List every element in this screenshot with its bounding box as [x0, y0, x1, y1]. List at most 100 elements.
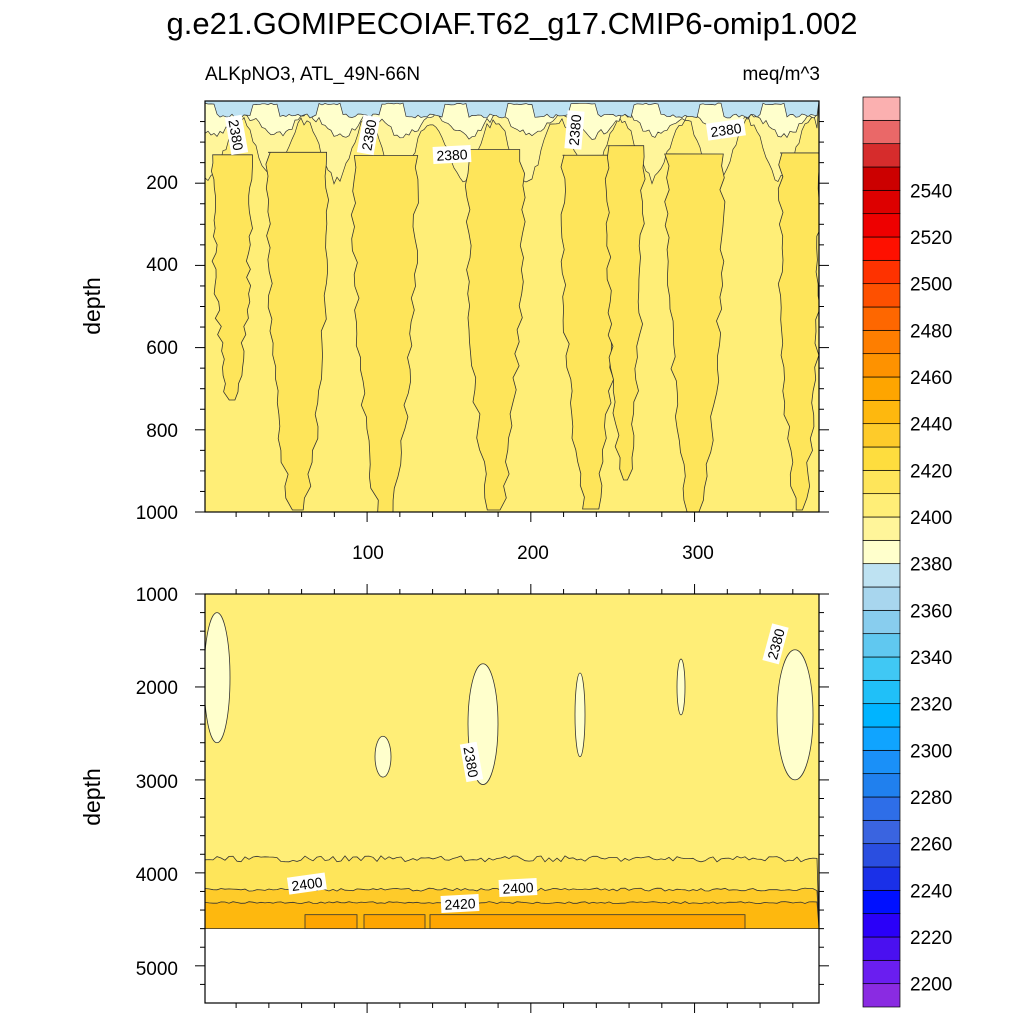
colorbar-box-18 [862, 563, 901, 588]
upper-y-tick-1000: 1000 [136, 503, 178, 524]
colorbar-label-2280: 2280 [910, 788, 952, 809]
right-subtitle: meq/m^3 [742, 64, 820, 85]
upper-panel: 2380 2380 2380 2380 2380 [195, 100, 829, 522]
lower-y-tick-5000: 5000 [136, 959, 178, 980]
upper-contour-label-1: 2380 [224, 114, 249, 156]
lower-blob-2 [374, 735, 392, 778]
lower-panel: 2380 2380 2400 2400 2420 [195, 584, 829, 1013]
colorbar-box-27 [862, 353, 901, 378]
colorbar-box-37 [862, 119, 901, 145]
colorbar-box-14 [862, 656, 901, 681]
colorbar-box-17 [862, 586, 901, 611]
x-tick-300: 300 [682, 543, 714, 564]
colorbar-box-21 [862, 493, 901, 518]
colorbar-label-2500: 2500 [910, 275, 952, 296]
colorbar-box-28 [862, 329, 901, 355]
lower-no-data [205, 928, 819, 1003]
lower-blob-1 [205, 612, 231, 744]
colorbar-box-19 [862, 539, 901, 565]
x-tick-200: 200 [517, 543, 549, 564]
lower-y-tick-1000: 1000 [136, 585, 178, 606]
lower-contour-label-3: 2400 [286, 872, 327, 895]
lower-core-3 [429, 914, 746, 930]
upper-lobe-3 [350, 155, 419, 512]
lower-contour-label-4: 2400 [498, 878, 538, 897]
colorbar-label-2220: 2220 [910, 928, 952, 949]
left-subtitle: ALKpNO3, ATL_49N-66N [205, 64, 421, 85]
upper-lobe-8 [777, 152, 819, 511]
colorbar-box-36 [862, 143, 901, 168]
colorbar: 2200 2220 2240 2260 2280 2300 2320 2340 2360 2380… [862, 96, 952, 1008]
upper-contour-label-box-5 [705, 118, 746, 141]
upper-y-tick-800: 800 [146, 421, 178, 442]
upper-contour-label-text-5: 2380 [709, 120, 742, 140]
lower-contour-label-box-1 [762, 623, 789, 665]
lower-core-2 [363, 914, 426, 930]
lower-y-axis-label: depth [79, 768, 105, 826]
colorbar-label-2440: 2440 [910, 415, 952, 436]
colorbar-box-9 [862, 773, 901, 798]
upper-contour-label-box-3 [432, 145, 472, 164]
colorbar-label-2360: 2360 [910, 601, 952, 622]
lower-contour-label-text-2: 2380 [460, 745, 481, 779]
lower-contour-label-5: 2420 [440, 894, 480, 913]
upper-y-tick-600: 600 [146, 338, 178, 359]
colorbar-box-15 [862, 633, 901, 658]
colorbar-label-2460: 2460 [910, 368, 952, 389]
upper-contour-label-5: 2380 [705, 118, 746, 141]
upper-lobe-1 [210, 154, 254, 401]
colorbar-box-31 [862, 259, 901, 285]
upper-contour-label-2: 2380 [356, 114, 381, 156]
chart-title: g.e21.GOMIPECOIAF.T62_g17.CMIP6-omip1.00… [166, 6, 858, 41]
upper-lobe-7 [664, 153, 726, 512]
colorbar-label-2200: 2200 [910, 975, 952, 996]
lower-blob-4 [574, 672, 586, 758]
colorbar-box-13 [862, 679, 901, 705]
colorbar-box-7 [862, 819, 901, 845]
colorbar-label-2340: 2340 [910, 648, 952, 669]
colorbar-box-2 [862, 936, 901, 961]
x-tick-100: 100 [352, 543, 384, 564]
colorbar-box-33 [862, 213, 901, 238]
upper-contour-label-text-4: 2380 [566, 114, 585, 147]
colorbar-label-2260: 2260 [910, 835, 952, 856]
lower-contour-label-text-4: 2400 [502, 879, 534, 897]
lower-blob-5 [676, 658, 686, 716]
colorbar-label-2400: 2400 [910, 508, 952, 529]
upper-contour-label-box-2 [356, 114, 381, 156]
lower-y-tick-3000: 3000 [136, 772, 178, 793]
colorbar-label-2320: 2320 [910, 695, 952, 716]
upper-contour-label-text-1: 2380 [225, 118, 246, 152]
colorbar-label-2380: 2380 [910, 555, 952, 576]
lower-contour-label-box-5 [440, 894, 480, 913]
lower-contour-label-box-4 [498, 878, 538, 897]
colorbar-box-26 [862, 376, 901, 401]
colorbar-label-2300: 2300 [910, 741, 952, 762]
colorbar-box-22 [862, 469, 901, 495]
colorbar-box-10 [862, 749, 901, 775]
colorbar-box-5 [862, 866, 901, 891]
colorbar-box-0 [862, 983, 901, 1008]
colorbar-label-2540: 2540 [910, 181, 952, 202]
upper-lobe-4 [464, 149, 526, 511]
upper-y-axis-label: depth [79, 277, 105, 335]
colorbar-box-11 [862, 726, 901, 751]
colorbar-box-34 [862, 189, 901, 215]
upper-lobe-6 [604, 145, 646, 481]
lower-contour-label-1: 2380 [762, 623, 789, 665]
upper-contour-label-3: 2380 [432, 145, 472, 164]
colorbar-label-2420: 2420 [910, 461, 952, 482]
colorbar-box-25 [862, 399, 901, 425]
colorbar-box-6 [862, 843, 901, 868]
colorbar-box-3 [862, 913, 901, 938]
colorbar-box-4 [862, 889, 901, 915]
colorbar-box-32 [862, 236, 901, 261]
lower-contour-label-text-3: 2400 [290, 874, 323, 894]
colorbar-box-23 [862, 446, 901, 471]
lower-contour-label-text-5: 2420 [444, 895, 476, 913]
colorbar-box-20 [862, 516, 901, 541]
lower-core-1 [304, 914, 358, 930]
upper-contour-label-4: 2380 [564, 110, 585, 150]
colorbar-box-1 [862, 959, 901, 985]
